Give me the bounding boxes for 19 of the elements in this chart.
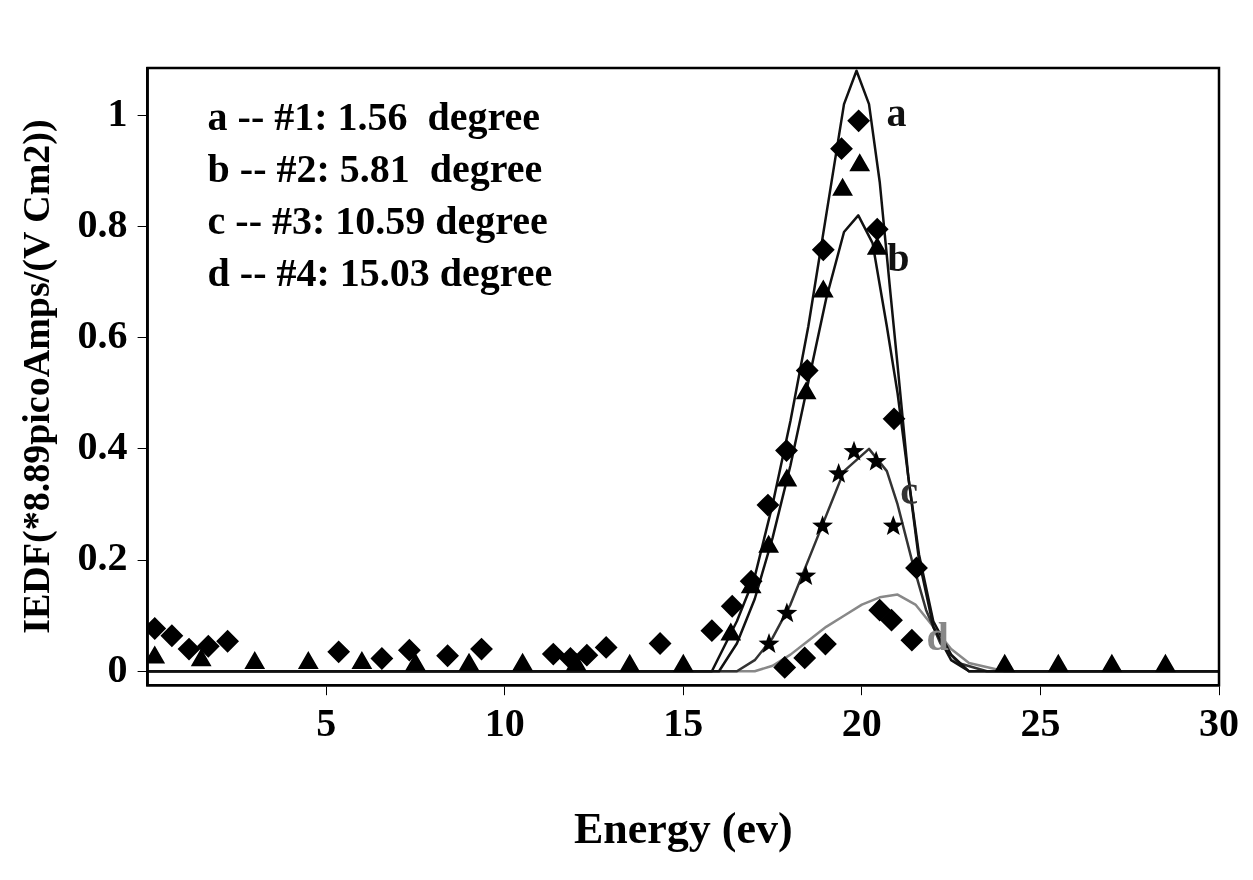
- x-tick-label: 15: [663, 699, 704, 745]
- y-tick-label: 0: [107, 645, 128, 691]
- x-tick-label: 30: [1199, 699, 1239, 745]
- annotation: b -- #2: 5.81 degree: [207, 146, 543, 192]
- y-tick-label: 0.8: [77, 200, 128, 246]
- x-tick-label: 10: [484, 699, 525, 745]
- annotation: d -- #4: 15.03 degree: [207, 250, 553, 296]
- x-tick-label: 25: [1020, 699, 1061, 745]
- y-tick-label: 0.6: [77, 312, 128, 358]
- y-tick-label: 0.4: [77, 423, 128, 469]
- y-axis-title: IEDF(*8.89picoAmps/(V Cm2)): [14, 119, 58, 634]
- y-tick-label: 1: [107, 89, 128, 135]
- x-tick-label: 5: [316, 699, 337, 745]
- series-label: a: [886, 90, 907, 136]
- y-tick-label: 0.2: [77, 534, 128, 580]
- annotation: c -- #3: 10.59 degree: [207, 198, 548, 244]
- x-axis-title: Energy (ev): [573, 803, 793, 853]
- x-tick-label: 20: [841, 699, 882, 745]
- annotation: a -- #1: 1.56 degree: [207, 94, 541, 140]
